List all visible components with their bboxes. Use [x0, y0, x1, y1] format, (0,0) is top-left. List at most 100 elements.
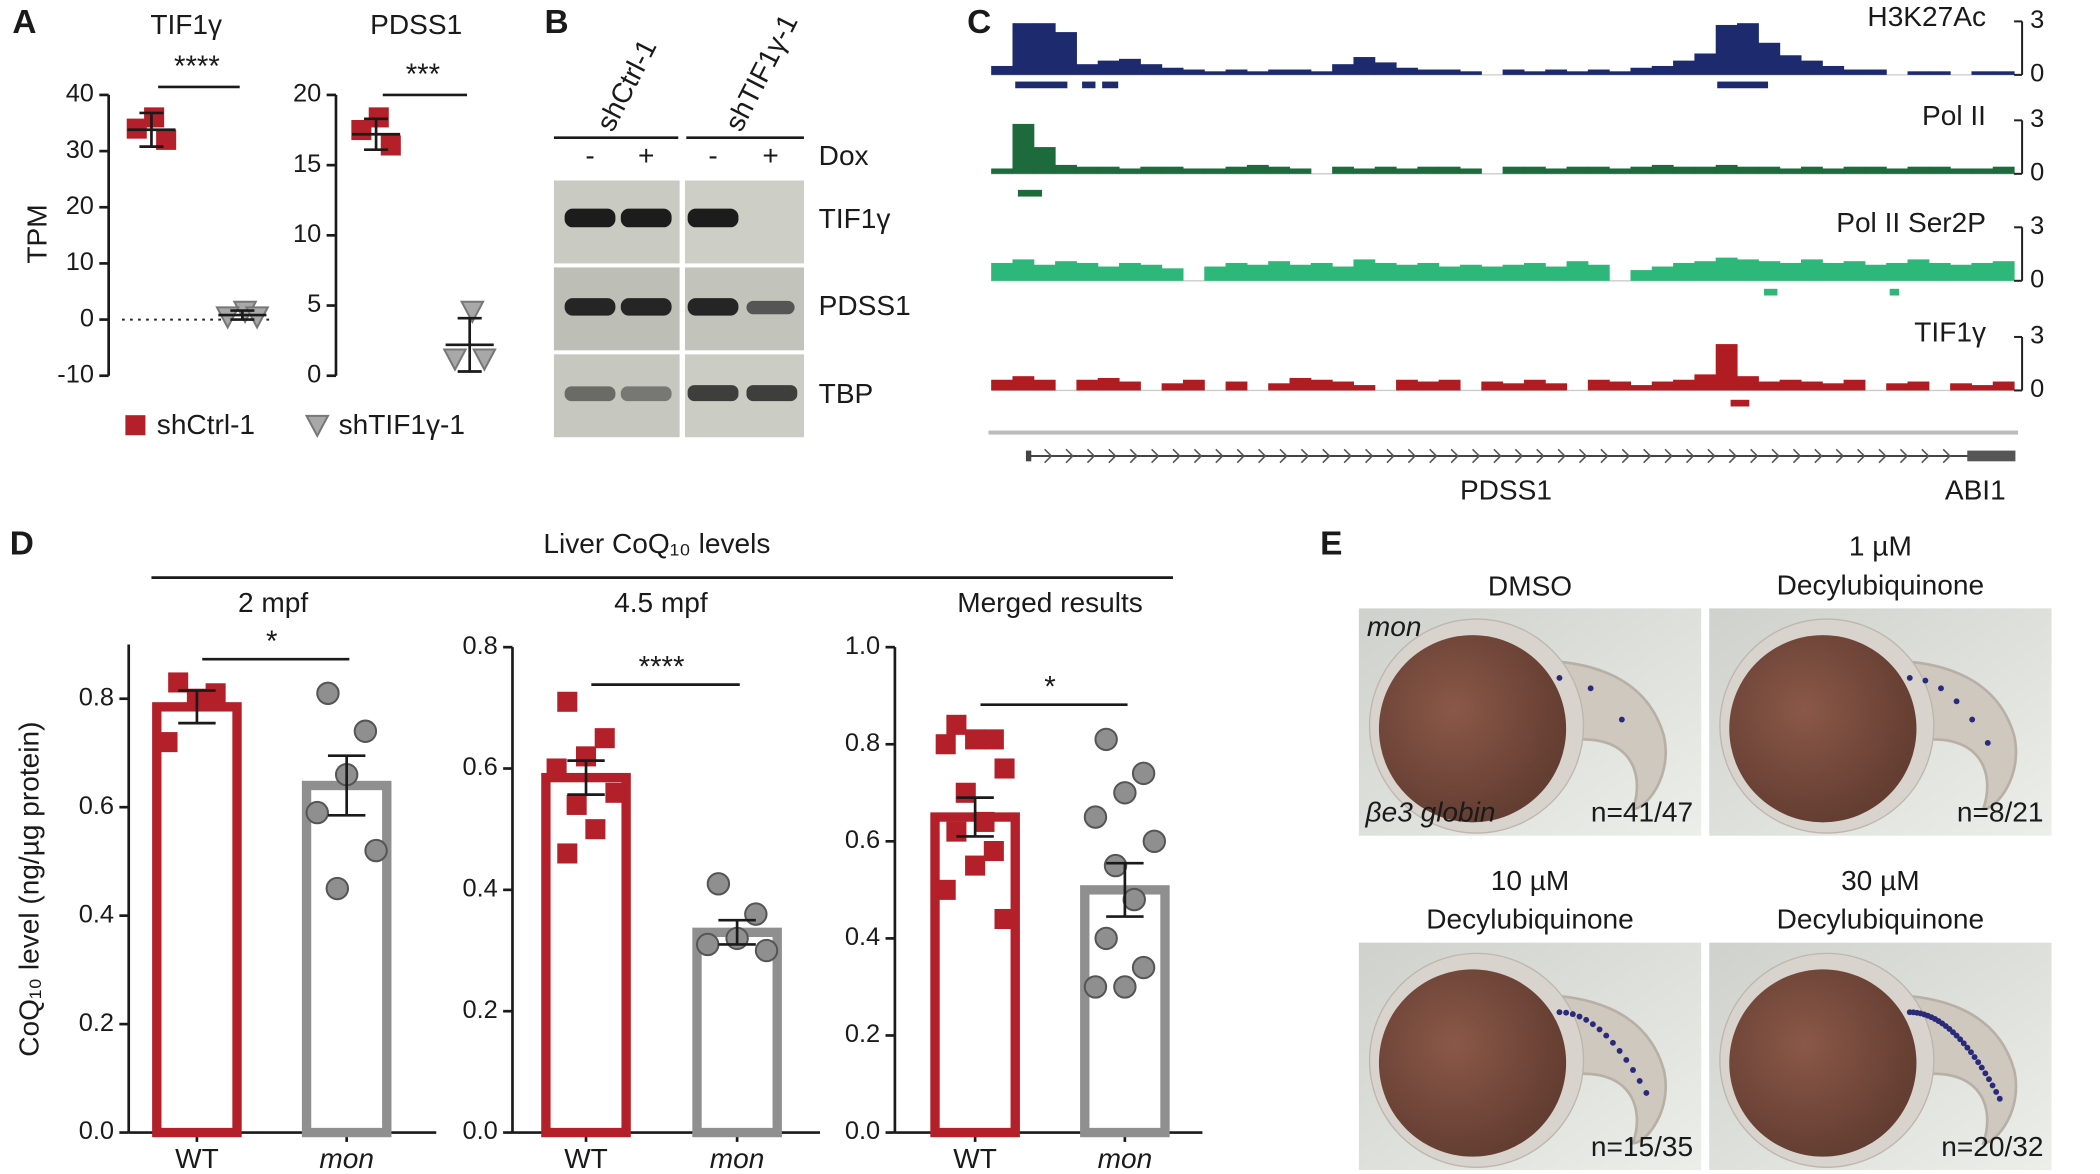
significance: *: [266, 625, 277, 658]
point: [1113, 975, 1137, 999]
strand-arrow: [1921, 448, 1930, 464]
strand-arrow: [1664, 448, 1673, 464]
point: [935, 734, 956, 755]
signal-bin: [1268, 261, 1291, 281]
signal-bin: [1459, 168, 1482, 174]
stain-dot: [1984, 739, 1991, 746]
signal-bin: [1843, 166, 1866, 174]
stain-dot: [1630, 1067, 1636, 1073]
lane-label: +: [638, 140, 654, 171]
signal-bin: [1907, 381, 1930, 391]
point: [1094, 727, 1118, 752]
stain-dot: [1953, 698, 1960, 705]
signal-bin: [1374, 166, 1397, 174]
strand-arrow: [1343, 448, 1352, 464]
signal-bin: [1523, 166, 1546, 174]
signal-bin: [1289, 69, 1312, 75]
peak-call: [1015, 81, 1068, 89]
signal-bin: [1353, 168, 1376, 174]
signal-bin: [1673, 262, 1695, 281]
signal-bin: [1779, 55, 1802, 75]
embryo-image: [1709, 942, 2052, 1170]
signal-bin: [1161, 67, 1184, 75]
legend-label: shTIF1γ-1: [339, 409, 465, 440]
band: [687, 208, 739, 228]
panel-label: C: [967, 4, 991, 41]
point: [566, 794, 587, 815]
stain-dot: [1922, 677, 1929, 684]
group-label: shCtrl-1: [590, 34, 662, 136]
strand-arrow: [1857, 448, 1866, 464]
stain-dot: [1623, 1057, 1630, 1063]
group-title: Liver CoQ₁₀ levels: [543, 528, 770, 559]
signal-bin: [1310, 262, 1333, 281]
strand-arrow: [1557, 448, 1566, 464]
signal-bin: [1012, 376, 1035, 391]
stain-dot: [1960, 1040, 1967, 1047]
signal-bin: [1822, 262, 1845, 281]
strand-arrow: [1643, 448, 1652, 464]
coordinate-bar: [988, 430, 2019, 435]
stain-dot: [1986, 1076, 1992, 1083]
point: [744, 902, 768, 926]
signal-bin: [1140, 264, 1163, 281]
signal-bin: [1396, 379, 1418, 391]
point: [1142, 829, 1166, 854]
point: [1131, 761, 1156, 786]
signal-bin: [1928, 71, 1951, 75]
legend-label: shCtrl-1: [157, 409, 255, 440]
signal-bin: [1289, 168, 1312, 174]
signal-bin: [1566, 71, 1589, 75]
signal-bin: [1630, 67, 1653, 75]
stain-dot: [1938, 685, 1944, 692]
significance: *: [1044, 670, 1055, 703]
signal-bin: [1332, 266, 1354, 281]
signal-bin: [1459, 264, 1482, 281]
bar: [1080, 885, 1170, 1138]
strand-arrow: [1407, 448, 1417, 464]
signal-bin: [1119, 262, 1141, 281]
significance: ***: [406, 58, 440, 91]
stain-dot: [1589, 1021, 1596, 1028]
y-tick-label: 0.4: [79, 900, 114, 928]
stain-dot: [1618, 716, 1625, 723]
strand-arrow: [1172, 448, 1181, 464]
strand-arrow: [1215, 448, 1224, 464]
legend-marker: [125, 415, 146, 436]
y-axis-label: CoQ₁₀ level (ng/µg protein): [14, 722, 45, 1057]
signal-bin: [1332, 381, 1354, 391]
track-name: Pol II Ser2P: [1836, 207, 1986, 238]
signal-bin: [1374, 262, 1397, 281]
signal-bin: [1694, 166, 1717, 174]
signal-bin: [1779, 262, 1802, 281]
signal-bin: [1545, 383, 1568, 391]
stain-dot: [1968, 1049, 1974, 1056]
signal-bin: [1033, 379, 1056, 391]
strand-arrow: [1065, 448, 1074, 464]
group-label: shTIF1γ-1: [719, 9, 804, 136]
signal-bin: [1140, 64, 1163, 75]
lane-label: +: [762, 140, 778, 171]
embryo-yolk: [1378, 635, 1567, 823]
signal-bin: [1523, 379, 1546, 391]
signal-bin: [1843, 69, 1866, 75]
signal-bin: [1119, 381, 1141, 391]
track-name: Pol II: [1922, 100, 1986, 131]
y-tick-label: 0.2: [79, 1009, 114, 1037]
x-tick-label: mon: [319, 1143, 374, 1174]
signal-bin: [1481, 381, 1504, 391]
stain-dot: [1609, 1039, 1616, 1046]
signal-bin: [1417, 262, 1440, 281]
signal-bin: [1992, 166, 2015, 174]
signal-bin: [1438, 166, 1461, 174]
row-label: TIF1γ: [819, 203, 891, 234]
signal-bin: [1161, 268, 1184, 281]
point: [168, 672, 189, 693]
signal-bin: [1694, 53, 1717, 75]
stain-dot: [1989, 1082, 1996, 1089]
strand-arrow: [1193, 448, 1203, 464]
signal-bin: [1225, 381, 1248, 391]
signal-bin: [1715, 164, 1738, 174]
stain-dot: [1556, 1009, 1563, 1016]
signal-bin: [1140, 166, 1163, 174]
